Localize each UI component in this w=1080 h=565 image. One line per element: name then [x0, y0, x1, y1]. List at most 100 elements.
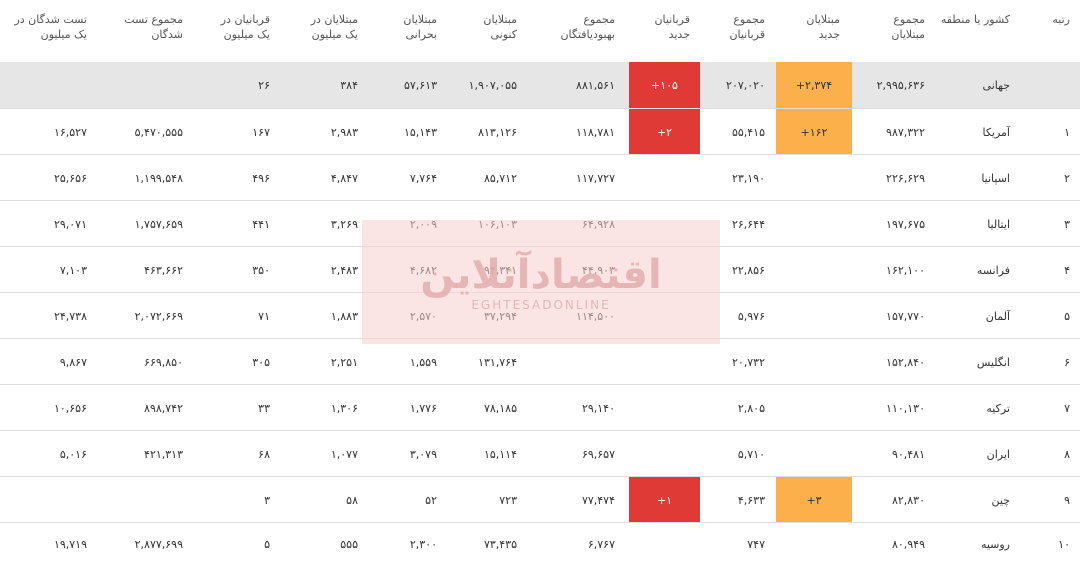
cell-total-cases: ۸۰,۹۴۹ [891, 537, 925, 551]
header-total-recovered: مجموع بهبودیافتگان [560, 13, 615, 41]
cell-total-deaths: ۲۲,۸۵۶ [731, 263, 765, 277]
cell-total-deaths: ۲,۸۰۵ [737, 401, 765, 415]
header-new-cases: مبتلایان جدید [806, 13, 840, 41]
header-cases-per-million: مبتلایان در یک میلیون [310, 13, 358, 41]
table-row: ۱ آمریکا ۹۸۷,۳۲۲ +۱۶۲ ۵۵,۴۱۵ +۲ ۱۱۸,۷۸۱ ۸۱۳,۱۲۶… [0, 108, 1080, 155]
table-row: ۷ ترکیه ۱۱۰,۱۳۰ ۲,۸۰۵ ۲۹,۱۴۰ ۷۸,۱۸۵ ۱,۷۷۶ ۱,۳۰۶… [0, 384, 1080, 431]
cell-deaths-per-million: ۳ [264, 493, 270, 507]
header-total-tests: مجموع تست شدگان [124, 13, 183, 41]
cell-rank: ۴ [1064, 263, 1070, 277]
new-deaths-badge: +۲ [629, 109, 700, 155]
cell-total-recovered: ۷۷,۴۷۴ [581, 493, 615, 507]
world-total-row: جهانی ۲,۹۹۵,۶۳۶ +۲,۳۷۴ ۲۰۷,۰۲۰ +۱۰۵ ۸۸۱,۵۶۱ ۱,… [0, 62, 1080, 108]
cell-cases-per-million: ۴,۸۴۷ [330, 171, 358, 185]
cell-active-cases: ۷۸,۱۸۵ [483, 401, 517, 415]
cell-active-cases: ۱۰۶,۱۰۳ [478, 217, 517, 231]
cell-total-tests: ۲,۸۷۷,۶۹۹ [134, 537, 183, 551]
cell-cases-per-million: ۱,۳۰۶ [330, 401, 358, 415]
cell-country: ترکیه [986, 401, 1010, 415]
cell-country: ایتالیا [987, 217, 1010, 231]
cell-total-deaths: ۲۰۷,۰۲۰ [726, 78, 765, 92]
cell-active-cases: ۳۷,۲۹۴ [483, 309, 517, 323]
cell-total-recovered: ۱۱۸,۷۸۱ [576, 125, 615, 139]
cell-total-recovered [535, 339, 615, 385]
cell-cases-per-million: ۳,۲۶۹ [330, 217, 358, 231]
table-row: ۹ چین ۸۲,۸۳۰ +۳ ۴,۶۳۳ +۱ ۷۷,۴۷۴ ۷۲۳ ۵۲ ۵۸ ۳ [0, 476, 1080, 523]
table-row: ۶ انگلیس ۱۵۲,۸۴۰ ۲۰,۷۳۲ ۱۳۱,۷۶۴ ۱,۵۵۹ ۲,۲۵۱ ۳۰۵… [0, 338, 1080, 385]
cell-deaths-per-million: ۳۳ [258, 401, 270, 415]
cell-total-recovered: ۶,۷۶۷ [587, 537, 615, 551]
cell-rank: ۲ [1064, 171, 1070, 185]
cell-serious: ۵۲ [425, 493, 437, 507]
cell-total-tests: ۸۹۸,۷۴۲ [144, 401, 183, 415]
cell-deaths-per-million: ۴۹۶ [252, 171, 270, 185]
cell-total-cases: ۹۸۷,۳۲۲ [886, 125, 925, 139]
cell-country: روسیه [980, 537, 1010, 551]
cell-total-cases: ۲,۹۹۵,۶۳۶ [876, 78, 925, 92]
cell-cases-per-million: ۱,۸۸۳ [330, 309, 358, 323]
new-cases-badge: +۲,۳۷۴ [776, 62, 852, 108]
cell-total-cases: ۲۲۶,۶۲۹ [886, 171, 925, 185]
cell-country: جهانی [982, 78, 1010, 92]
cell-country: انگلیس [976, 355, 1010, 369]
header-total-deaths: مجموع قربانیان [729, 13, 765, 41]
cell-rank: ۱ [1064, 125, 1070, 139]
new-deaths-badge: +۱۰۵ [629, 62, 700, 108]
cell-total-recovered: ۱۱۷,۷۲۷ [576, 171, 615, 185]
cell-tests-per-million: ۲۹,۰۷۱ [53, 217, 87, 231]
cell-cases-per-million: ۵۸ [346, 493, 358, 507]
cell-tests-per-million [2, 477, 87, 523]
new-cases-badge: +۱۶۲ [776, 109, 852, 155]
table-row: ۵ آلمان ۱۵۷,۷۷۰ ۵,۹۷۶ ۱۱۴,۵۰۰ ۳۷,۲۹۴ ۲,۵۷۰ ۱,۸۸… [0, 292, 1080, 339]
cell-tests-per-million: ۱۹,۷۱۹ [53, 537, 87, 551]
cell-cases-per-million: ۱,۰۷۷ [330, 447, 358, 461]
cell-country: اسپانیا [981, 171, 1010, 185]
header-tests-per-million: تست شدگان در یک میلیون [14, 13, 87, 41]
cell-total-deaths: ۷۴۷ [747, 537, 765, 551]
cell-total-deaths: ۴,۶۳۳ [737, 493, 765, 507]
cell-total-tests: ۱,۱۹۹,۵۴۸ [134, 171, 183, 185]
cell-serious: ۲,۳۰۰ [409, 537, 437, 551]
header-country: کشور یا منطقه [940, 13, 1010, 26]
cell-tests-per-million: ۲۵,۶۵۶ [53, 171, 87, 185]
cell-deaths-per-million: ۶۸ [258, 447, 270, 461]
cell-tests-per-million [2, 62, 87, 108]
cell-rank: ۷ [1064, 401, 1070, 415]
cell-tests-per-million: ۹,۸۶۷ [59, 355, 87, 369]
cell-serious: ۴,۶۸۲ [409, 263, 437, 277]
cell-cases-per-million: ۲,۹۸۳ [330, 125, 358, 139]
cell-total-cases: ۹۰,۴۸۱ [891, 447, 925, 461]
cell-total-cases: ۸۲,۸۳۰ [891, 493, 925, 507]
cell-serious: ۲,۵۷۰ [409, 309, 437, 323]
cell-rank: ۳ [1064, 217, 1070, 231]
cell-cases-per-million: ۲,۲۵۱ [330, 355, 358, 369]
cell-tests-per-million: ۲۴,۷۳۸ [53, 309, 87, 323]
cell-deaths-per-million: ۷۱ [258, 309, 270, 323]
table-row: ۱۰ روسیه ۸۰,۹۴۹ ۷۴۷ ۶,۷۶۷ ۷۳,۴۳۵ ۲,۳۰۰ ۵۵۵ ۵ ۲,۸۷… [0, 522, 1080, 565]
cell-total-deaths: ۲۶,۶۴۴ [731, 217, 765, 231]
cell-total-tests: ۶۶۹,۸۵۰ [144, 355, 183, 369]
cell-deaths-per-million: ۳۰۵ [252, 355, 270, 369]
cell-serious: ۱۵,۱۴۳ [403, 125, 437, 139]
cell-active-cases: ۷۳,۴۳۵ [483, 537, 517, 551]
cell-total-deaths: ۲۳,۱۹۰ [731, 171, 765, 185]
cell-total-tests: ۵,۴۷۰,۵۵۵ [134, 125, 183, 139]
cell-active-cases: ۸۵,۷۱۲ [483, 171, 517, 185]
cell-total-cases: ۱۱۰,۱۳۰ [886, 401, 925, 415]
table-row: ۲ اسپانیا ۲۲۶,۶۲۹ ۲۳,۱۹۰ ۱۱۷,۷۲۷ ۸۵,۷۱۲ ۷,۷۶۴ ۴… [0, 154, 1080, 201]
cell-total-recovered: ۴۴,۹۰۳ [581, 263, 615, 277]
cell-tests-per-million: ۷,۱۰۳ [59, 263, 87, 277]
header-total-cases: مجموع مبتلایان [891, 13, 925, 41]
new-cases-badge: +۳ [776, 477, 852, 523]
cell-country: آلمان [985, 309, 1010, 323]
cell-total-recovered: ۲۹,۱۴۰ [581, 401, 615, 415]
cell-rank: ۱۰ [1058, 537, 1070, 551]
cell-rank: ۶ [1064, 355, 1070, 369]
cell-tests-per-million: ۱۰,۶۵۶ [53, 401, 87, 415]
cell-serious: ۵۷,۶۱۳ [403, 78, 437, 92]
table-row: ۴ فرانسه ۱۶۲,۱۰۰ ۲۲,۸۵۶ ۴۴,۹۰۳ ۹۴,۳۴۱ ۴,۶۸۲ ۲,۴… [0, 246, 1080, 293]
cell-total-cases: ۱۵۷,۷۷۰ [886, 309, 925, 323]
cell-active-cases: ۷۲۳ [499, 493, 517, 507]
table-header: رتبه کشور یا منطقه مجموع مبتلایان مبتلایان … [0, 0, 1080, 62]
cell-active-cases: ۱۳۱,۷۶۴ [478, 355, 517, 369]
